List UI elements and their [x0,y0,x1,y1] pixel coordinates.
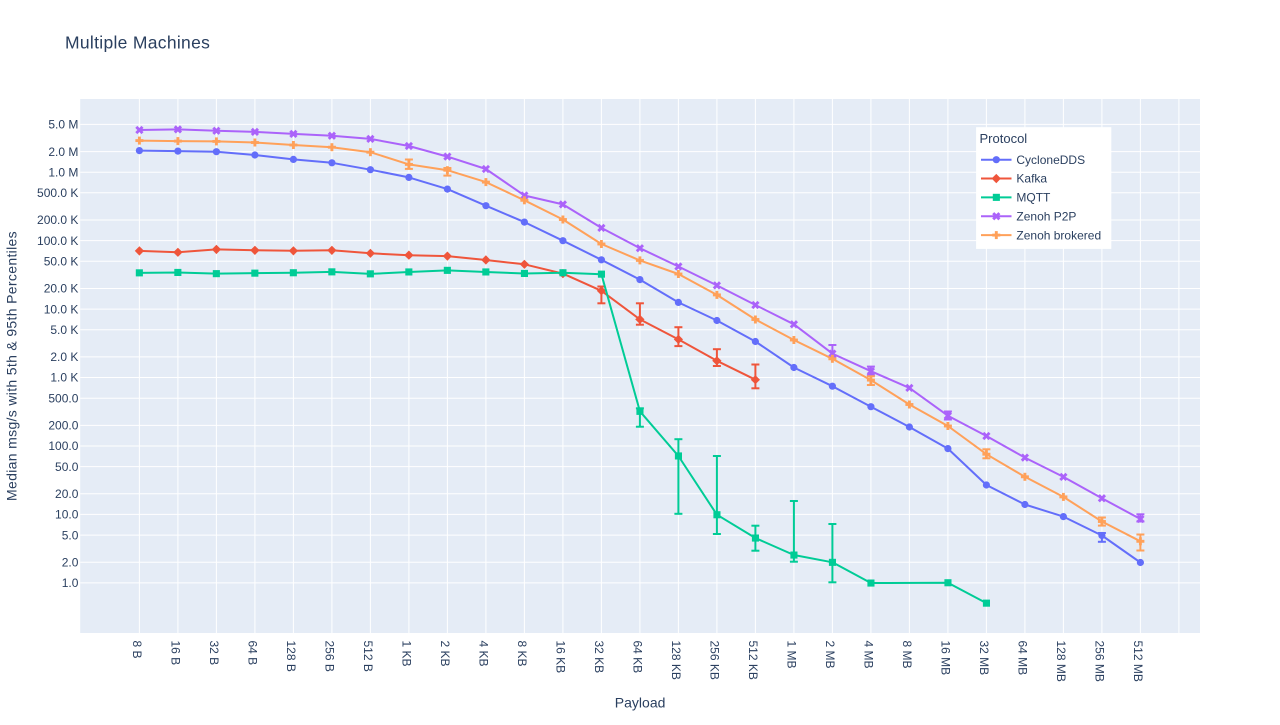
svg-text:2 MB: 2 MB [823,641,837,669]
svg-text:100.0 K: 100.0 K [37,234,78,248]
svg-text:1.0 M: 1.0 M [48,165,78,179]
svg-text:128 MB: 128 MB [1054,641,1068,682]
svg-text:8 KB: 8 KB [515,641,529,667]
svg-text:Payload: Payload [615,695,666,711]
svg-text:Multiple Machines: Multiple Machines [65,33,210,53]
svg-text:10.0: 10.0 [55,508,79,522]
svg-text:500.0: 500.0 [48,391,78,405]
svg-text:1.0 K: 1.0 K [50,371,78,385]
svg-text:50.0 K: 50.0 K [44,255,79,269]
svg-text:20.0: 20.0 [55,487,79,501]
svg-text:512 KB: 512 KB [746,641,760,680]
svg-text:5.0: 5.0 [62,528,79,542]
svg-text:Protocol: Protocol [980,131,1028,146]
svg-text:5.0 M: 5.0 M [48,118,78,132]
svg-text:100.0: 100.0 [48,439,78,453]
svg-text:512 B: 512 B [361,641,375,672]
svg-text:20.0 K: 20.0 K [44,282,79,296]
svg-text:50.0: 50.0 [55,460,79,474]
svg-text:1.0: 1.0 [62,576,79,590]
svg-text:256 B: 256 B [322,641,336,672]
svg-text:32 B: 32 B [207,641,221,666]
svg-text:2 KB: 2 KB [438,641,452,667]
svg-text:1 KB: 1 KB [399,641,413,667]
svg-text:128 KB: 128 KB [669,641,683,680]
svg-text:200.0: 200.0 [48,419,78,433]
svg-text:2.0 M: 2.0 M [48,145,78,159]
svg-text:Kafka: Kafka [1016,172,1047,186]
svg-text:MQTT: MQTT [1016,191,1051,205]
svg-text:Zenoh brokered: Zenoh brokered [1016,228,1101,242]
svg-text:64 MB: 64 MB [1015,641,1029,676]
svg-text:Median msg/s with 5th & 95th P: Median msg/s with 5th & 95th Percentiles [3,231,19,501]
svg-text:16 KB: 16 KB [553,641,567,674]
svg-text:8 B: 8 B [130,641,144,659]
svg-text:128 B: 128 B [284,641,298,672]
svg-text:CycloneDDS: CycloneDDS [1016,153,1085,167]
svg-text:2.0: 2.0 [62,556,79,570]
svg-text:200.0 K: 200.0 K [37,213,78,227]
svg-text:1 MB: 1 MB [784,641,798,669]
svg-text:256 KB: 256 KB [707,641,721,680]
svg-text:4 MB: 4 MB [861,641,875,669]
svg-text:500.0 K: 500.0 K [37,186,78,200]
svg-text:64 B: 64 B [245,641,259,666]
svg-text:16 MB: 16 MB [938,641,952,676]
svg-text:32 KB: 32 KB [592,641,606,674]
svg-text:4 KB: 4 KB [476,641,490,667]
svg-text:Zenoh P2P: Zenoh P2P [1016,209,1076,223]
svg-text:32 MB: 32 MB [977,641,991,676]
svg-text:2.0 K: 2.0 K [50,350,78,364]
svg-text:16 B: 16 B [168,641,182,666]
svg-text:64 KB: 64 KB [630,641,644,674]
svg-text:8 MB: 8 MB [900,641,914,669]
svg-text:5.0 K: 5.0 K [50,323,78,337]
svg-text:256 MB: 256 MB [1092,641,1106,682]
svg-text:512 MB: 512 MB [1131,641,1145,682]
svg-text:10.0 K: 10.0 K [44,302,79,316]
